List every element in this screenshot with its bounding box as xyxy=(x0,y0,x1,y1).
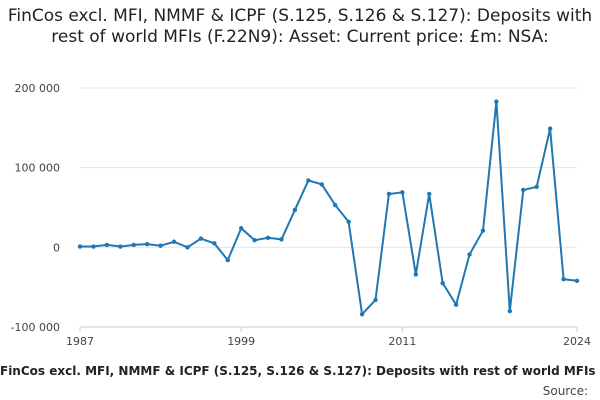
series-points xyxy=(77,99,580,317)
data-point xyxy=(171,239,177,244)
data-point xyxy=(373,297,378,303)
data-point xyxy=(386,191,392,197)
data-point xyxy=(158,243,163,248)
y-tick-label: 0 xyxy=(53,241,60,254)
x-tick-label: 1987 xyxy=(66,335,94,348)
data-point xyxy=(292,207,298,213)
x-axis-ticks: 1987 1999 2011 2024 xyxy=(66,327,591,348)
data-point xyxy=(319,182,324,187)
data-point xyxy=(561,277,566,282)
data-point xyxy=(198,236,204,241)
data-point xyxy=(440,280,445,286)
data-point xyxy=(212,241,217,246)
y-tick-label: 200 000 xyxy=(15,82,61,95)
data-point xyxy=(507,308,513,314)
series-label: FinCos excl. MFI, NMMF & ICPF (S.125, S.… xyxy=(0,364,600,378)
data-point xyxy=(118,244,123,249)
data-point xyxy=(574,278,580,283)
y-tick-label: -100 000 xyxy=(11,321,60,334)
data-point xyxy=(480,228,486,233)
chart-title: FinCos excl. MFI, NMMF & ICPF (S.125, S.… xyxy=(7,6,593,47)
x-tick-label: 2024 xyxy=(563,335,591,348)
data-point xyxy=(534,184,539,189)
data-point xyxy=(225,257,230,263)
data-point xyxy=(400,190,405,195)
data-point xyxy=(427,191,432,197)
series-line xyxy=(80,101,578,317)
data-point xyxy=(306,178,311,183)
data-point xyxy=(547,126,553,131)
data-point xyxy=(453,302,459,307)
data-point xyxy=(185,245,190,250)
data-point xyxy=(494,99,499,104)
source-label: Source: xyxy=(542,384,588,398)
data-point xyxy=(131,242,136,248)
data-point xyxy=(238,226,244,231)
data-point xyxy=(252,237,257,243)
data-point xyxy=(333,202,338,208)
data-point xyxy=(467,252,472,257)
data-point xyxy=(359,312,365,317)
y-axis-ticks: 200 000 100 000 0 -100 000 xyxy=(11,82,60,334)
data-point xyxy=(144,241,150,247)
data-point xyxy=(413,272,419,277)
y-tick-label: 100 000 xyxy=(15,162,61,175)
data-point xyxy=(279,237,284,242)
data-point xyxy=(91,244,96,249)
x-tick-label: 1999 xyxy=(227,335,255,348)
data-point xyxy=(77,244,83,249)
x-tick-label: 2011 xyxy=(388,335,416,348)
data-point xyxy=(346,219,351,225)
data-point xyxy=(104,242,110,248)
data-point xyxy=(265,235,271,240)
data-point xyxy=(521,187,526,193)
